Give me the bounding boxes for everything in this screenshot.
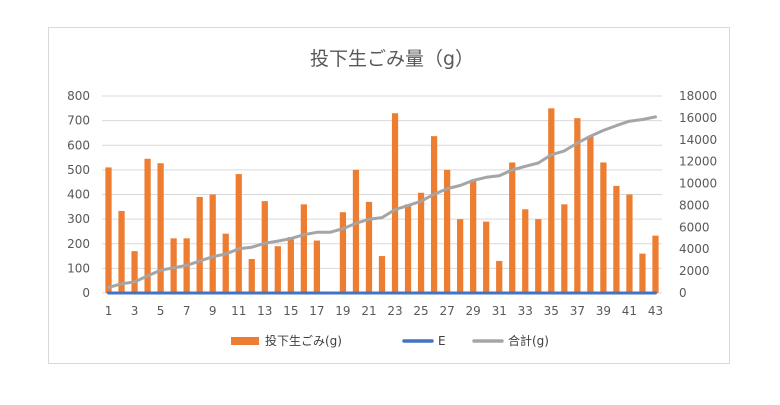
x-tick-label: 37 bbox=[570, 304, 585, 318]
bar bbox=[483, 221, 490, 293]
x-tick-label: 21 bbox=[361, 304, 376, 318]
x-tick-label: 15 bbox=[283, 304, 298, 318]
y-tick-label: 700 bbox=[67, 114, 90, 128]
bar bbox=[522, 209, 529, 293]
bar bbox=[378, 256, 386, 293]
bar bbox=[470, 179, 477, 293]
total-line bbox=[107, 115, 657, 289]
bar bbox=[209, 194, 216, 293]
bar bbox=[509, 162, 516, 293]
bar bbox=[535, 219, 542, 293]
x-tick-label: 17 bbox=[309, 304, 324, 318]
x-tick-label: 41 bbox=[622, 304, 637, 318]
bar bbox=[548, 108, 555, 293]
bar bbox=[313, 240, 321, 293]
y2-tick-label: 8000 bbox=[679, 198, 710, 212]
x-tick-label: 43 bbox=[648, 304, 663, 318]
y-tick-label: 500 bbox=[67, 163, 90, 177]
bar bbox=[600, 162, 607, 293]
bar bbox=[457, 219, 464, 293]
x-tick-label: 13 bbox=[257, 304, 272, 318]
x-tick-label: 35 bbox=[544, 304, 559, 318]
x-tick-label: 27 bbox=[439, 304, 454, 318]
y-tick-label: 300 bbox=[67, 212, 90, 226]
chart: 投下生ごみ量（g） 0 100 200 300 400 500 600 700 800 0 200… bbox=[67, 48, 717, 348]
legend-label: 合計(g) bbox=[508, 333, 549, 348]
bar bbox=[157, 163, 164, 293]
bar bbox=[365, 201, 373, 293]
y2-tick-label: 16000 bbox=[679, 111, 717, 125]
x-tick-label: 1 bbox=[105, 304, 113, 318]
y-axis-right: 0 2000 4000 6000 8000 10000 12000 14000 16000 180… bbox=[679, 89, 717, 300]
bar bbox=[587, 136, 594, 293]
legend-label: E bbox=[438, 334, 446, 348]
bar bbox=[417, 192, 425, 293]
bar bbox=[339, 212, 347, 293]
bar bbox=[170, 238, 177, 293]
y2-tick-label: 10000 bbox=[679, 177, 717, 191]
bar bbox=[430, 136, 438, 293]
y-axis-left: 0 100 200 300 400 500 600 700 800 bbox=[67, 89, 90, 300]
bar bbox=[248, 259, 255, 293]
bar bbox=[300, 204, 307, 293]
bar bbox=[496, 260, 503, 293]
bar bbox=[287, 237, 294, 293]
y2-tick-label: 4000 bbox=[679, 242, 710, 256]
y-tick-label: 400 bbox=[67, 188, 90, 202]
bar bbox=[391, 113, 399, 293]
y2-tick-label: 18000 bbox=[679, 89, 717, 103]
x-axis: 1 3 5 7 9 11 13 15 17 19 21 23 25 27 29 31 33 35 37 39 41 43 bbox=[105, 304, 663, 318]
y-tick-label: 100 bbox=[67, 261, 90, 275]
y2-tick-label: 2000 bbox=[679, 264, 710, 278]
bar bbox=[574, 118, 581, 293]
bar bbox=[118, 210, 125, 293]
bar bbox=[561, 204, 568, 293]
bar bbox=[626, 194, 633, 293]
y-tick-label: 200 bbox=[67, 237, 90, 251]
bar bbox=[274, 246, 281, 293]
y-tick-label: 600 bbox=[67, 138, 90, 152]
bar bbox=[404, 204, 412, 293]
y-tick-label: 800 bbox=[67, 89, 90, 103]
bar bbox=[613, 185, 620, 293]
bar bbox=[144, 158, 151, 293]
x-tick-label: 5 bbox=[157, 304, 165, 318]
line-series bbox=[107, 115, 657, 295]
bar bbox=[222, 233, 229, 293]
x-tick-label: 3 bbox=[131, 304, 139, 318]
y2-tick-label: 0 bbox=[679, 286, 687, 300]
x-tick-label: 11 bbox=[231, 304, 246, 318]
bar bbox=[105, 167, 112, 293]
legend: 投下生ごみ(g) E 合計(g) bbox=[231, 333, 549, 348]
y2-tick-label: 6000 bbox=[679, 220, 710, 234]
chart-title: 投下生ごみ量（g） bbox=[310, 48, 474, 70]
bar bbox=[131, 251, 138, 293]
x-tick-label: 7 bbox=[183, 304, 191, 318]
y2-tick-label: 14000 bbox=[679, 133, 717, 147]
x-tick-label: 33 bbox=[518, 304, 533, 318]
x-tick-label: 9 bbox=[209, 304, 217, 318]
bar bbox=[235, 174, 242, 293]
bar bbox=[352, 169, 360, 293]
y-tick-label: 0 bbox=[82, 286, 90, 300]
bar bbox=[261, 201, 268, 293]
gridlines bbox=[102, 95, 662, 294]
legend-label: 投下生ごみ(g) bbox=[265, 333, 342, 348]
bar bbox=[639, 253, 646, 293]
x-tick-label: 19 bbox=[335, 304, 350, 318]
x-tick-label: 29 bbox=[466, 304, 481, 318]
x-tick-label: 25 bbox=[413, 304, 428, 318]
bar bbox=[196, 196, 203, 293]
y2-tick-label: 12000 bbox=[679, 155, 717, 169]
x-tick-label: 39 bbox=[596, 304, 611, 318]
bar bbox=[652, 235, 659, 293]
legend-swatch bbox=[231, 337, 259, 345]
bar bbox=[443, 169, 451, 293]
x-tick-label: 31 bbox=[492, 304, 507, 318]
x-tick-label: 23 bbox=[387, 304, 402, 318]
chart-frame: 投下生ごみ量（g） 0 100 200 300 400 500 600 700 800 0 200… bbox=[48, 27, 730, 364]
